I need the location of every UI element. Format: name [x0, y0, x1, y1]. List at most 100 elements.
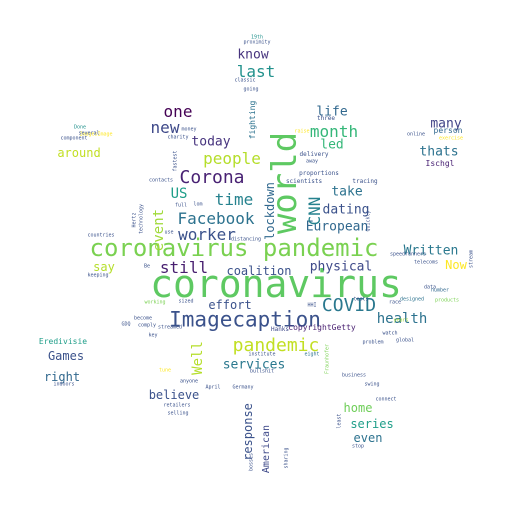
cloud-word: contacts — [148, 177, 174, 184]
cloud-word: coronavirus pandemic — [89, 234, 379, 262]
cloud-word: Done — [73, 124, 87, 131]
cloud-word: proportions — [299, 170, 339, 177]
cloud-word: three — [316, 115, 336, 122]
cloud-word: telecoms — [413, 259, 439, 266]
cloud-word: comply — [137, 322, 157, 329]
cloud-word: exercise — [438, 135, 464, 142]
cloud-word: GDQ — [121, 321, 131, 328]
cloud-word: US — [170, 186, 188, 202]
cloud-word: swing — [364, 381, 380, 388]
cloud-word: home — [343, 401, 373, 415]
cloud-word: dating — [322, 202, 370, 218]
cloud-word: tracing — [352, 178, 378, 185]
cloud-word: CNN — [305, 196, 324, 226]
cloud-word: Imagecaption — [169, 307, 321, 332]
cloud-word: Ischgl — [425, 159, 455, 168]
cloud-word: pandemic — [232, 335, 320, 356]
cloud-word: life — [316, 104, 348, 120]
cloud-word: 19th — [250, 34, 264, 41]
cloud-word: designed — [399, 296, 425, 303]
cloud-word: Now — [445, 258, 467, 272]
cloud-word: copyrightGetty — [288, 323, 356, 332]
cloud-word: stream — [468, 249, 475, 269]
cloud-word: ImagesImage — [79, 131, 113, 138]
cloud-word: years — [393, 317, 409, 324]
cloud-word: new — [150, 118, 180, 137]
cloud-word: distancing — [230, 236, 262, 243]
cloud-word: retailers — [163, 402, 191, 409]
cloud-word: Hertz — [131, 212, 138, 228]
cloud-word: fighting — [248, 100, 257, 140]
cloud-word: sharing — [283, 447, 290, 469]
cloud-word: connect — [375, 396, 397, 403]
cloud-word: stop — [351, 443, 365, 450]
cloud-word: sized — [178, 298, 194, 305]
cloud-word: right — [43, 370, 81, 384]
cloud-word: key — [148, 332, 158, 339]
cloud-word: still — [159, 258, 209, 277]
cloud-word: fastest — [172, 150, 179, 172]
cloud-word: one — [163, 102, 193, 121]
cloud-word: eight — [304, 351, 320, 358]
cloud-word: anyone — [179, 378, 199, 385]
cloud-word: become — [133, 315, 153, 322]
cloud-word: health — [376, 311, 428, 327]
cloud-word: watch — [382, 330, 398, 337]
cloud-word: led — [320, 137, 344, 153]
cloud-word: around — [57, 146, 101, 160]
cloud-word: several — [78, 130, 100, 137]
cloud-word: even — [353, 431, 383, 445]
cloud-word: person — [433, 126, 463, 135]
cloud-word: American — [261, 424, 272, 474]
cloud-word: race — [388, 299, 402, 306]
cloud-word: European — [305, 219, 369, 235]
cloud-word: today — [191, 134, 231, 150]
cloud-word: lom — [193, 201, 203, 208]
cloud-word: countries — [87, 232, 115, 239]
cloud-word: keeping — [87, 272, 109, 279]
cloud-word: least — [336, 413, 343, 429]
cloud-word: series — [350, 417, 394, 431]
cloud-word: COVID — [321, 295, 377, 316]
cloud-word: technology — [138, 203, 145, 235]
cloud-word: charity — [167, 134, 189, 141]
cloud-word: time — [214, 190, 254, 209]
cloud-word: streamed — [157, 324, 183, 331]
cloud-word: services — [222, 357, 286, 373]
cloud-word: say — [93, 260, 115, 274]
cloud-word: business — [341, 372, 367, 379]
cloud-word: last — [236, 62, 276, 81]
cloud-word: lockdown — [263, 182, 277, 240]
cloud-word: raise — [294, 128, 310, 135]
cloud-word: Corona — [179, 167, 245, 188]
cloud-word: tests — [353, 296, 369, 303]
cloud-word: institute — [248, 351, 276, 358]
cloud-word: indoors — [53, 381, 75, 388]
cloud-word: data — [423, 284, 437, 291]
cloud-word: worker — [178, 225, 236, 244]
cloud-word: full — [174, 202, 188, 209]
cloud-word: tune — [158, 367, 172, 374]
cloud-word: April — [205, 384, 221, 391]
cloud-word: people — [203, 149, 261, 168]
cloud-word: believe — [148, 388, 200, 402]
cloud-word: Hanks — [270, 326, 290, 333]
cloud-word: products — [434, 297, 460, 304]
cloud-word: Germany — [232, 384, 254, 391]
cloud-word: many — [430, 116, 462, 132]
cloud-word: HHI — [307, 302, 317, 309]
cloud-word: number — [430, 287, 450, 294]
cloud-word: Games — [47, 349, 85, 363]
cloud-word: coronavirus — [150, 262, 402, 306]
cloud-word: problem — [362, 339, 384, 346]
cloud-word: working — [144, 299, 166, 306]
cloud-word: bosses — [248, 452, 255, 472]
cloud-word: Fraunhofer — [324, 343, 331, 375]
cloud-word: Be — [143, 263, 151, 270]
cloud-word: classic — [234, 77, 256, 84]
cloud-word: Quickly — [365, 210, 372, 232]
cloud-word: use — [164, 229, 174, 236]
cloud-word: online — [406, 131, 426, 138]
cloud-word: Written — [403, 243, 459, 259]
